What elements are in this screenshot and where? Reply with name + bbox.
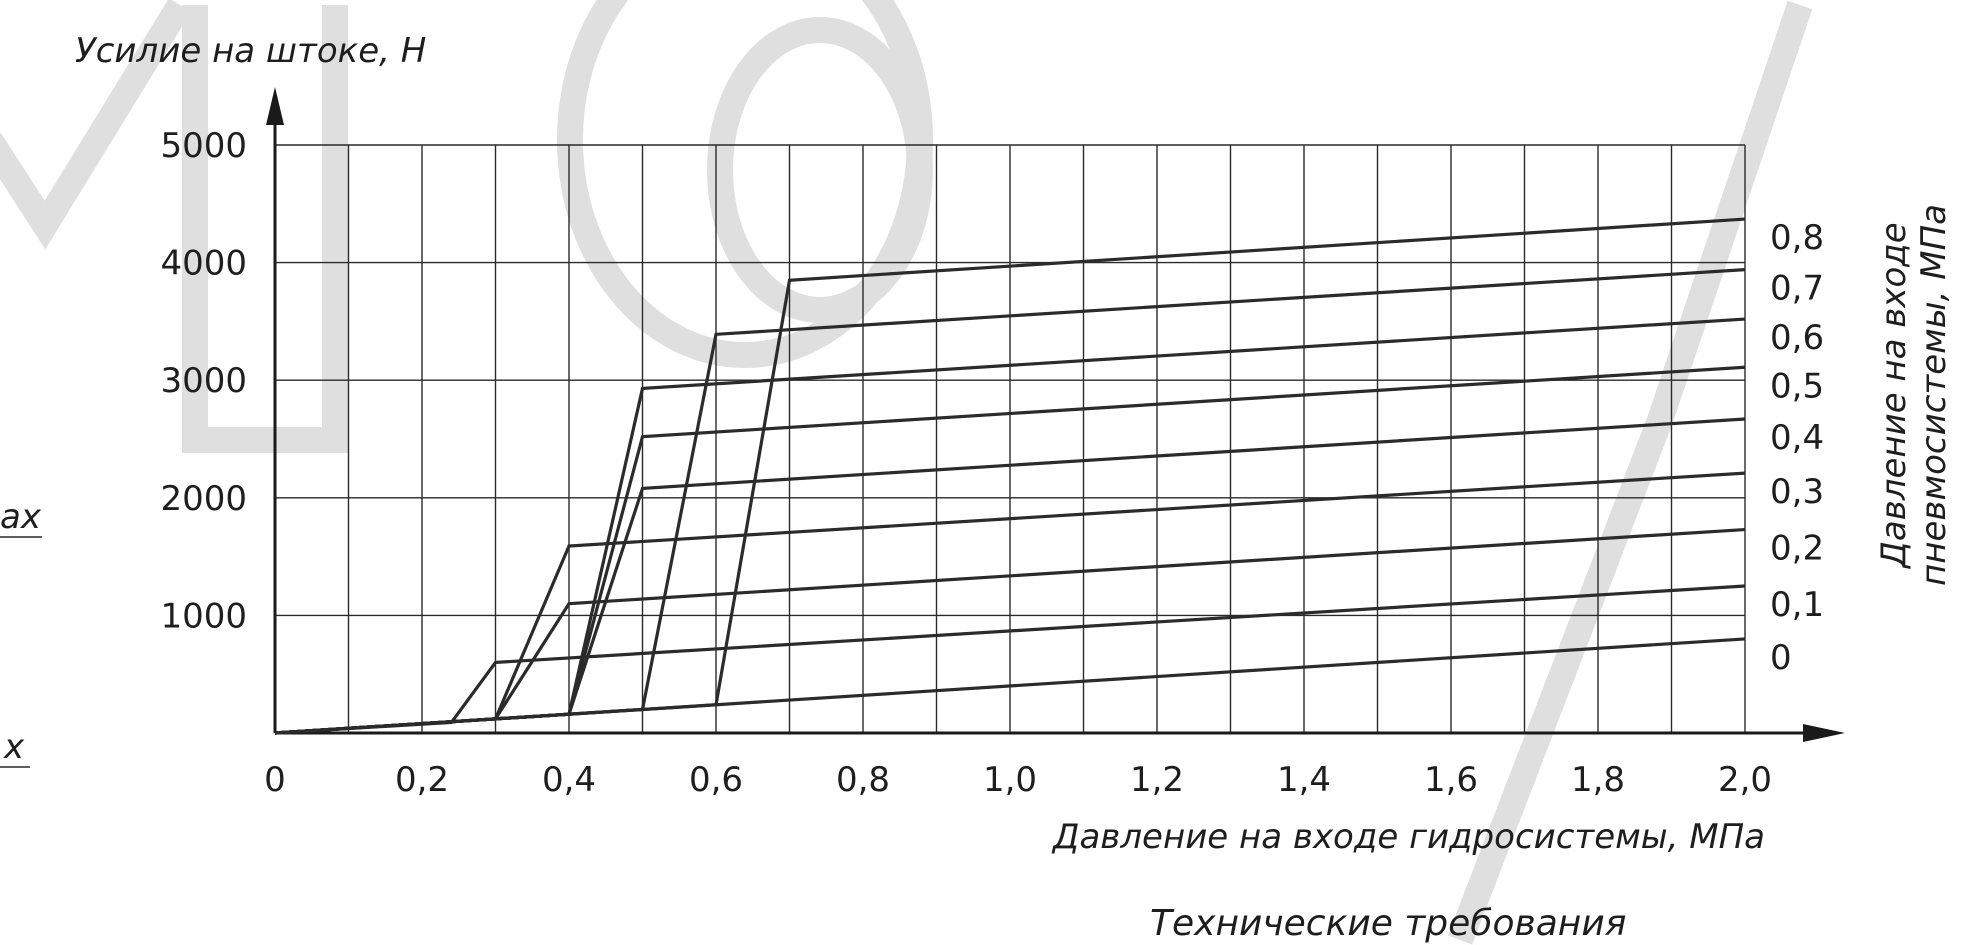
footer-caption: Технические требования bbox=[1150, 903, 1626, 944]
y-tick-label: 1000 bbox=[160, 596, 247, 636]
x-axis-label: Давление на входе гидросистемы, МПа bbox=[1051, 817, 1765, 857]
series-label: 0,7 bbox=[1770, 269, 1824, 309]
series-label: 0,6 bbox=[1770, 318, 1824, 358]
y-tick-label: 2000 bbox=[160, 479, 247, 519]
x-tick-label: 2,0 bbox=[1718, 760, 1772, 800]
x-tick-labels: 0 0,2 0,4 0,6 0,8 1,0 1,2 1,4 1,6 1,8 2,0 bbox=[264, 760, 1772, 800]
x-tick-label: 1,4 bbox=[1277, 760, 1331, 800]
series-label: 0 bbox=[1770, 638, 1792, 678]
x-tick-label: 1,8 bbox=[1571, 760, 1625, 800]
series-line-8 bbox=[274, 217, 1746, 735]
series-label: 0,1 bbox=[1770, 585, 1824, 625]
x-tick-label: 0,4 bbox=[542, 760, 596, 800]
x-tick-label: 0,8 bbox=[836, 760, 890, 800]
y-tick-labels: 1000 2000 3000 4000 5000 bbox=[160, 126, 247, 636]
y-tick-label: 4000 bbox=[160, 244, 247, 284]
x-tick-label: 0,6 bbox=[689, 760, 743, 800]
left-fragment-bottom: x bbox=[3, 727, 25, 767]
series-label: 0,5 bbox=[1770, 366, 1824, 406]
series-label: 0,3 bbox=[1770, 472, 1824, 512]
x-tick-label: 0 bbox=[264, 760, 286, 800]
y-tick-label: 5000 bbox=[160, 126, 247, 166]
y-axis-arrow bbox=[266, 87, 284, 125]
watermark-logo bbox=[0, 0, 1813, 945]
right-series-labels: 0 0,1 0,2 0,3 0,4 0,5 0,6 0,7 0,8 bbox=[1770, 218, 1824, 678]
right-axis-label-line-1: Давление на входе bbox=[1874, 222, 1914, 569]
series-label: 0,4 bbox=[1770, 418, 1824, 458]
y-axis-label: Усилие на штоке, Н bbox=[75, 31, 426, 71]
x-tick-label: 1,6 bbox=[1424, 760, 1478, 800]
x-tick-label: 1,0 bbox=[983, 760, 1037, 800]
data-series bbox=[274, 217, 1746, 735]
plot-axes bbox=[266, 87, 1845, 742]
plot-grid bbox=[275, 144, 1746, 733]
x-axis-arrow bbox=[1803, 724, 1845, 742]
y-tick-label: 3000 bbox=[160, 361, 247, 401]
series-label: 0,2 bbox=[1770, 529, 1824, 569]
x-tick-label: 0,2 bbox=[395, 760, 449, 800]
x-tick-label: 1,2 bbox=[1130, 760, 1184, 800]
right-axis-label-line-2: пневмосистемы, МПа bbox=[1914, 204, 1954, 586]
right-axis-label: Давление на входе пневмосистемы, МПа bbox=[1874, 204, 1954, 586]
left-fragment-top: ax bbox=[0, 497, 42, 537]
series-label: 0,8 bbox=[1770, 218, 1824, 258]
